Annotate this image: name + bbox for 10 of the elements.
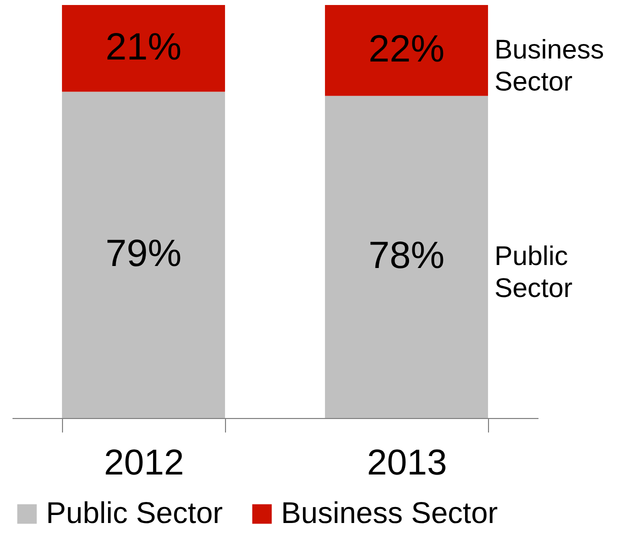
data-label: 79% <box>105 232 182 275</box>
data-label: 21% <box>105 26 182 68</box>
data-label: 22% <box>368 28 445 70</box>
data-label: 78% <box>368 234 445 277</box>
annotation: Public Sector <box>494 240 573 303</box>
legend-label: Business Sector <box>281 497 498 530</box>
legend-label: Public Sector <box>46 497 223 530</box>
annotation: Business Sector <box>494 34 604 96</box>
x-tick-label: 2013 <box>366 442 448 482</box>
x-tick-label: 2012 <box>104 442 184 482</box>
